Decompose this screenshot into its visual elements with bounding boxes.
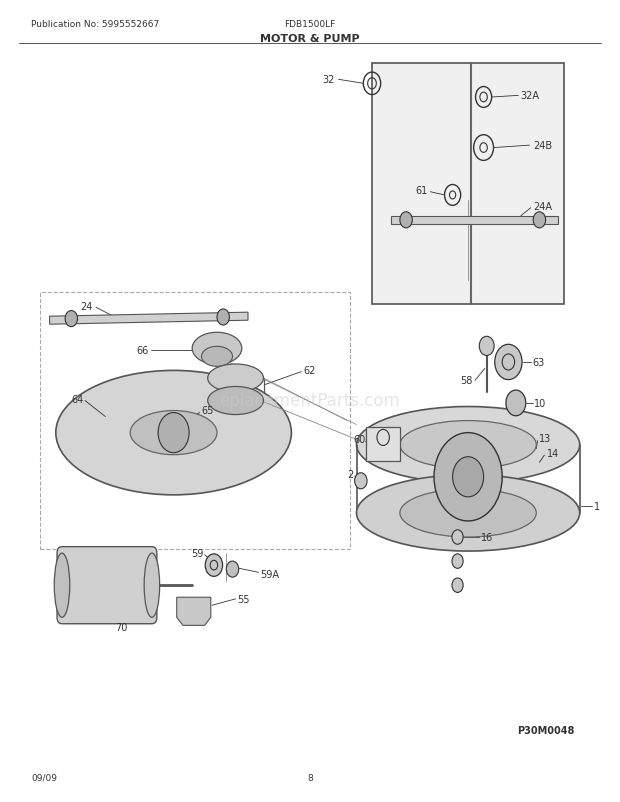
Circle shape: [158, 413, 189, 453]
FancyBboxPatch shape: [57, 547, 157, 624]
Text: 55: 55: [237, 594, 250, 604]
FancyBboxPatch shape: [372, 64, 564, 305]
Text: 70: 70: [115, 622, 127, 632]
FancyBboxPatch shape: [366, 427, 400, 461]
Text: Publication No: 5995552667: Publication No: 5995552667: [31, 20, 159, 29]
Circle shape: [452, 530, 463, 545]
Ellipse shape: [356, 475, 580, 552]
Ellipse shape: [192, 333, 242, 365]
Polygon shape: [177, 597, 211, 626]
Circle shape: [400, 213, 412, 229]
Text: P30M0048: P30M0048: [517, 725, 574, 735]
Ellipse shape: [208, 364, 264, 393]
Circle shape: [453, 457, 484, 497]
Circle shape: [495, 345, 522, 380]
Text: 8: 8: [307, 773, 313, 782]
Ellipse shape: [55, 553, 69, 618]
Text: FDB1500LF: FDB1500LF: [285, 20, 335, 29]
Text: 1: 1: [594, 502, 600, 512]
Circle shape: [226, 561, 239, 577]
Text: 58: 58: [460, 376, 472, 386]
Polygon shape: [50, 313, 248, 325]
Text: 60: 60: [353, 435, 366, 444]
Text: 62: 62: [304, 366, 316, 375]
Ellipse shape: [130, 411, 217, 456]
Ellipse shape: [144, 553, 160, 618]
Text: 2: 2: [347, 470, 353, 480]
Circle shape: [533, 213, 546, 229]
Circle shape: [205, 554, 223, 577]
Text: 09/09: 09/09: [31, 773, 57, 782]
Circle shape: [217, 310, 229, 326]
Text: 14: 14: [547, 448, 559, 458]
Ellipse shape: [400, 489, 536, 537]
Circle shape: [355, 473, 367, 489]
Text: 61: 61: [415, 186, 428, 196]
Text: 24: 24: [81, 302, 93, 311]
Ellipse shape: [356, 407, 580, 483]
Circle shape: [65, 311, 78, 327]
Circle shape: [452, 554, 463, 569]
Text: 32: 32: [322, 75, 335, 85]
Text: 59: 59: [191, 549, 203, 558]
Ellipse shape: [56, 371, 291, 496]
Text: 66: 66: [136, 346, 149, 355]
Circle shape: [434, 433, 502, 521]
Text: 32A: 32A: [521, 91, 540, 101]
Text: 10: 10: [534, 399, 547, 408]
Text: 65: 65: [202, 406, 214, 415]
Text: 16: 16: [480, 533, 493, 542]
Text: eplacementParts.com: eplacementParts.com: [219, 392, 401, 410]
Circle shape: [452, 578, 463, 593]
Circle shape: [479, 337, 494, 356]
Ellipse shape: [202, 346, 232, 367]
Ellipse shape: [208, 387, 264, 415]
Text: 63: 63: [532, 358, 544, 367]
Text: 24A: 24A: [533, 202, 552, 212]
Circle shape: [506, 391, 526, 416]
Text: 24B: 24B: [533, 141, 552, 151]
Text: MOTOR & PUMP: MOTOR & PUMP: [260, 34, 360, 43]
Ellipse shape: [400, 421, 536, 469]
Text: 64: 64: [71, 395, 84, 404]
Text: 59A: 59A: [260, 569, 280, 579]
Text: 13: 13: [539, 434, 552, 444]
Polygon shape: [391, 217, 558, 225]
